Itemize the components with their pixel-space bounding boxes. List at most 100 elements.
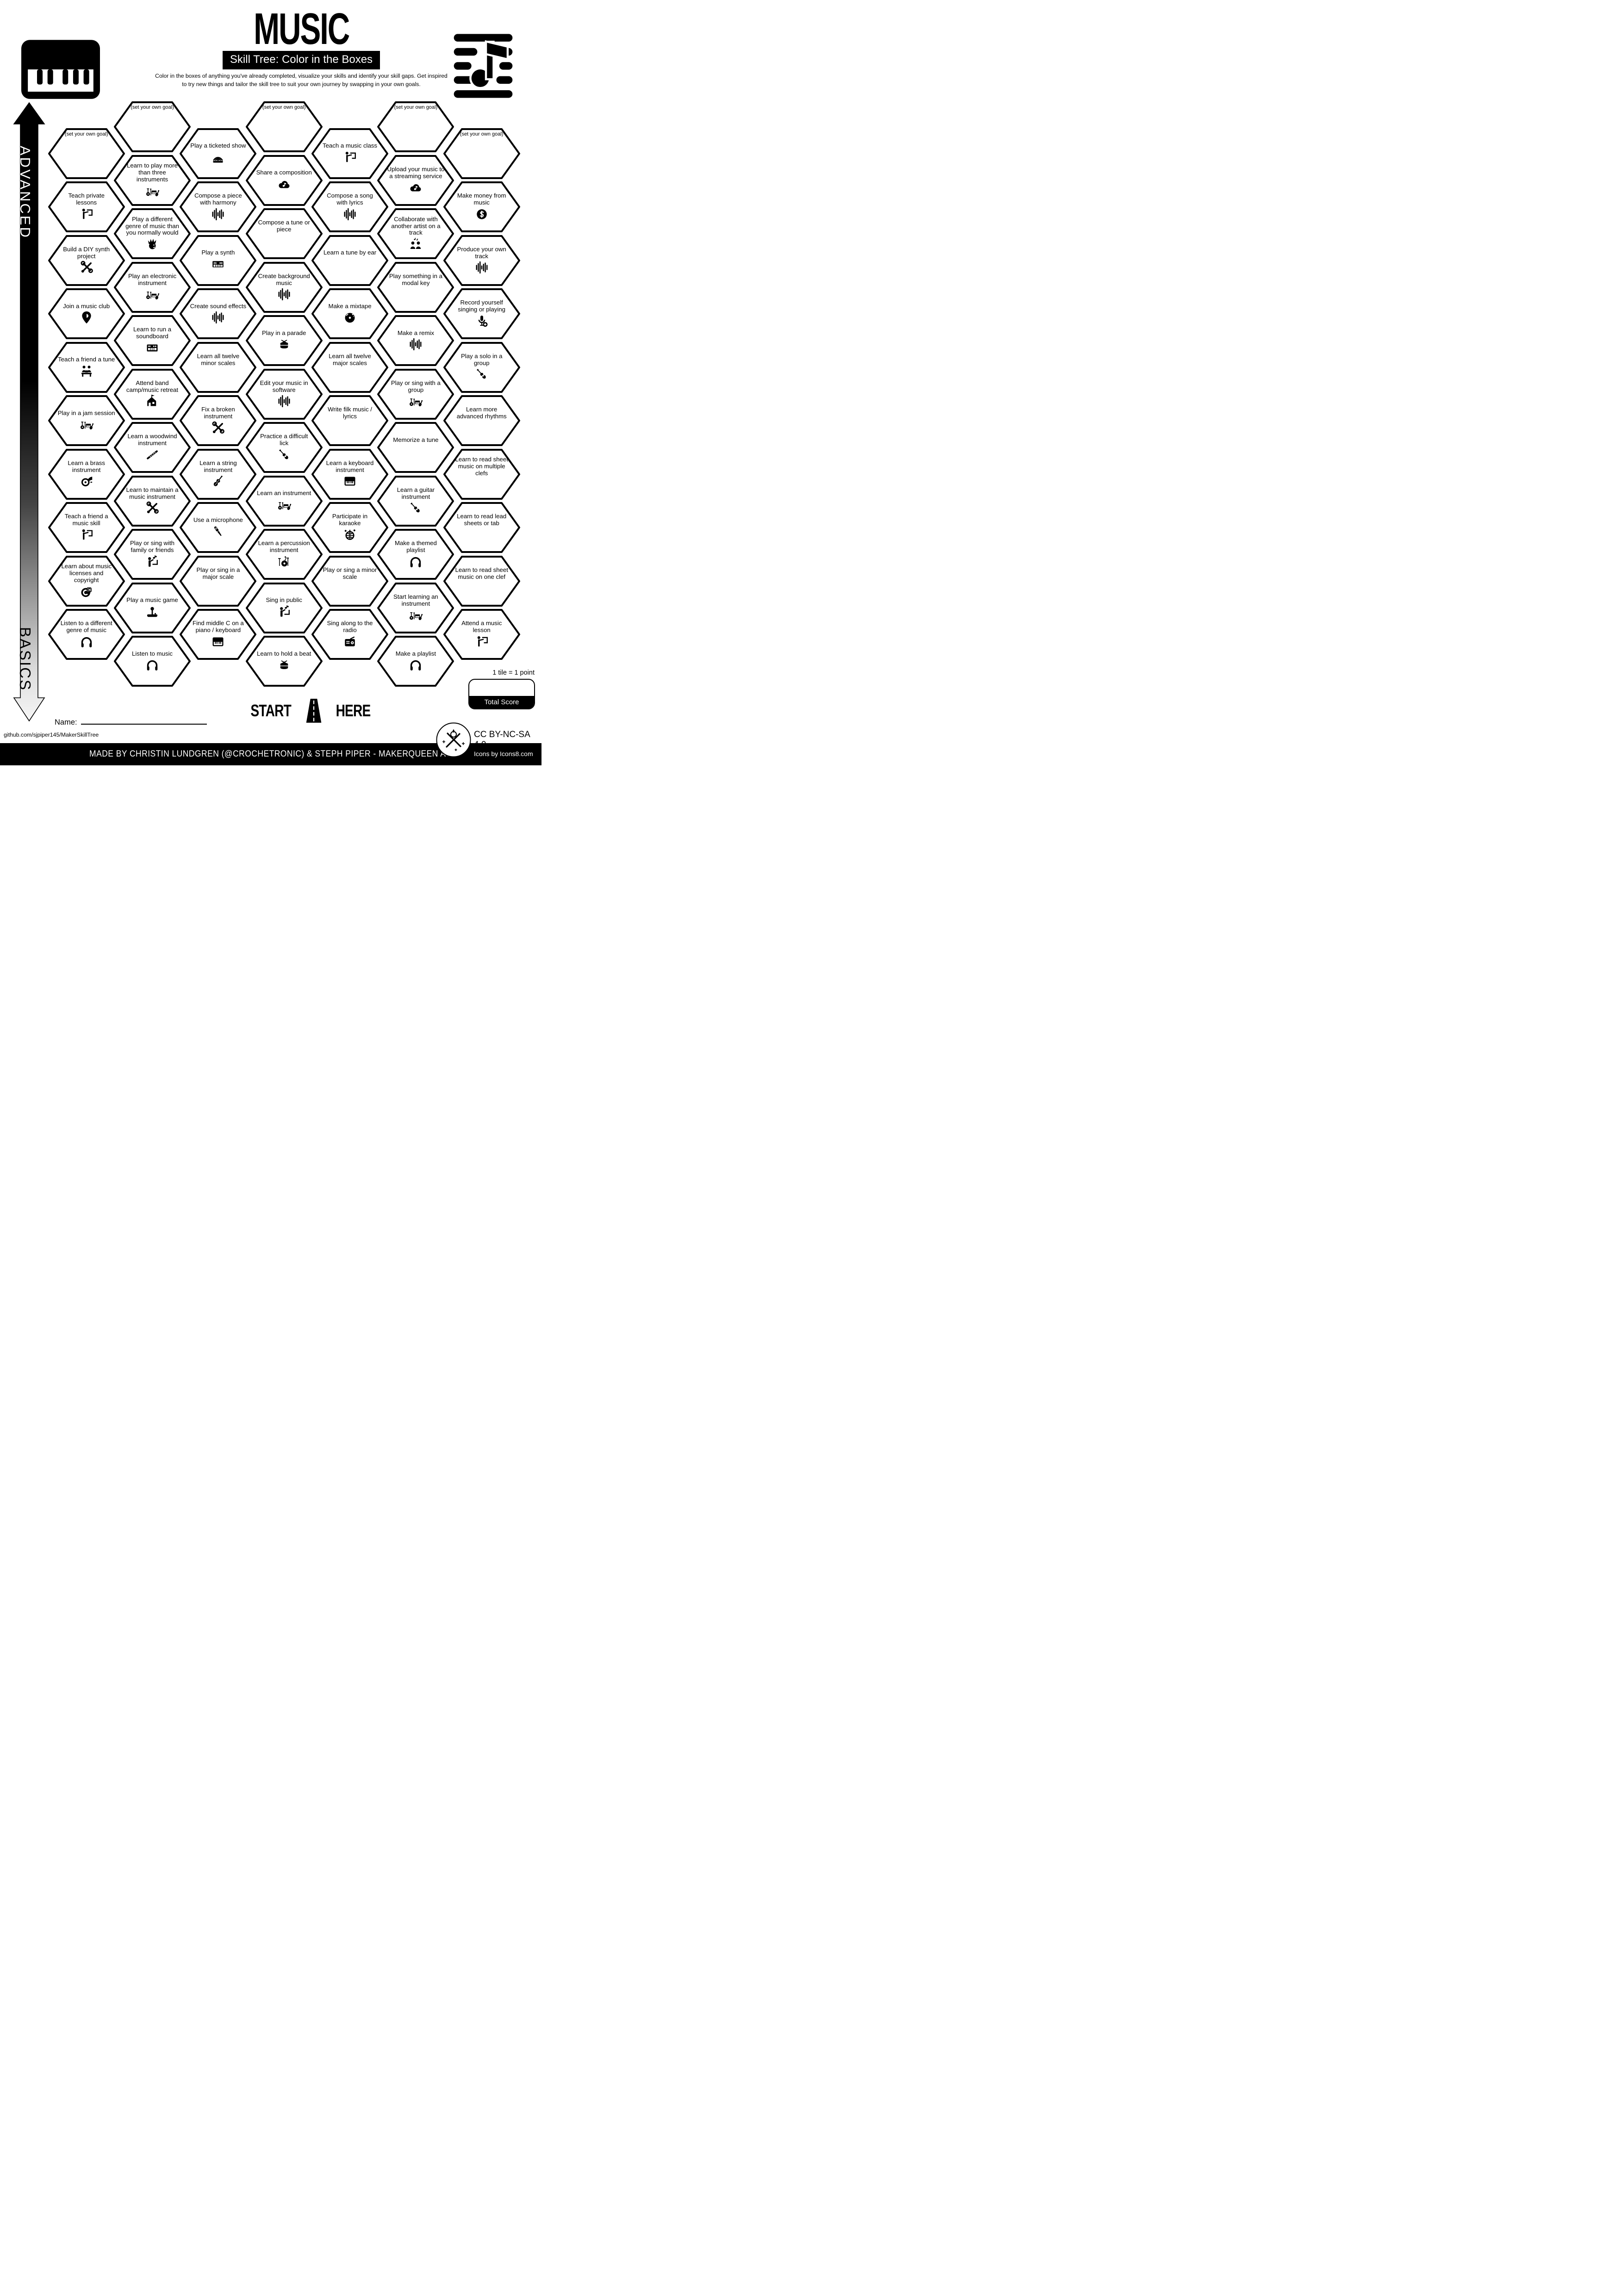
hex-set-your-own-goal[interactable]: (set your own goal) [377, 101, 454, 152]
hex-listen-to-music[interactable]: Listen to music [114, 636, 191, 687]
band-icon [408, 608, 423, 622]
hex-outline [311, 609, 388, 660]
hex-learn-an-instrument[interactable]: Learn an instrument [245, 475, 323, 527]
hex-make-a-remix[interactable]: Make a remix [377, 315, 454, 366]
hex-set-your-own-goal[interactable]: (set your own goal) [245, 101, 323, 152]
hex-edit-your-music-in-software[interactable]: Edit your music in software [245, 368, 323, 420]
sheet-icon [474, 528, 490, 542]
hex-play-or-sing-in-a-major-scale[interactable]: Play or sing in a major scale [180, 555, 257, 607]
hex-play-in-a-jam-session[interactable]: Play in a jam session [48, 395, 125, 446]
hex-compose-a-song-with-lyrics[interactable]: Compose a song with lyrics [311, 181, 388, 232]
hex-learn-all-twelve-minor-scales[interactable]: Learn all twelve minor scales [180, 341, 257, 393]
hex-make-money-from-music[interactable]: Make money from music [443, 181, 520, 232]
band-icon [408, 394, 423, 408]
hex-teach-a-friend-a-music-skill[interactable]: Teach a friend a music skill [48, 502, 125, 553]
total-score-box[interactable]: Total Score [468, 679, 535, 709]
hex-play-or-sing-with-a-group[interactable]: Play or sing with a group [377, 368, 454, 420]
hex-outline [114, 155, 191, 206]
hex-learn-a-percussion-instrument[interactable]: Learn a percussion instrument [245, 529, 323, 580]
hex-learn-all-twelve-major-scales[interactable]: Learn all twelve major scales [311, 341, 388, 393]
hex-set-your-own-goal[interactable]: (set your own goal) [443, 128, 520, 179]
hex-learn-more-advanced-rhythms[interactable]: Learn more advanced rhythms [443, 395, 520, 446]
name-row: Name: [55, 717, 207, 727]
hex-collaborate-with-another-artist-on-a-track[interactable]: Collaborate with another artist on a tra… [377, 208, 454, 259]
hex-attend-a-music-lesson[interactable]: Attend a music lesson [443, 609, 520, 660]
hex-learn-a-keyboard-instrument[interactable]: Learn a keyboard instrument [311, 448, 388, 500]
hex-outline [114, 422, 191, 473]
hex-learn-to-read-lead-sheets-or-tab[interactable]: Learn to read lead sheets or tab [443, 502, 520, 553]
basics-label: BASICS [17, 627, 34, 692]
hex-label: Make a remix [397, 329, 434, 336]
hex-learn-a-guitar-instrument[interactable]: Learn a guitar instrument [377, 475, 454, 527]
hex-teach-a-friend-a-tune[interactable]: Teach a friend a tune [48, 341, 125, 393]
hex-learn-a-string-instrument[interactable]: Learn a string instrument [180, 448, 257, 500]
hex-write-filk-music-lyrics[interactable]: Write filk music / lyrics [311, 395, 388, 446]
hex-play-or-sing-with-family-or-friends[interactable]: Play or sing with family or friends [114, 529, 191, 580]
hex-sing-in-public[interactable]: Sing in public [245, 582, 323, 633]
hex-play-or-sing-a-minor-scale[interactable]: Play or sing a minor scale [311, 555, 388, 607]
hex-learn-a-woodwind-instrument[interactable]: Learn a woodwind instrument [114, 422, 191, 473]
hex-share-a-composition[interactable]: Share a composition [245, 155, 323, 206]
name-input-line[interactable] [81, 717, 207, 725]
hex-outline [48, 502, 125, 553]
hex-outline [114, 315, 191, 366]
hex-learn-to-hold-a-beat[interactable]: Learn to hold a beat [245, 636, 323, 687]
hex-play-a-different-genre-of-music-than-you-normally-would[interactable]: Play a different genre of music than you… [114, 208, 191, 259]
hex-memorize-a-tune[interactable]: Memorize a tune [377, 422, 454, 473]
hex-play-something-in-a-modal-key[interactable]: Play something in a modal key [377, 261, 454, 313]
score-fill-area[interactable] [469, 680, 534, 696]
hex-create-sound-effects[interactable]: Create sound effects [180, 288, 257, 339]
hex-upload-your-music-to-a-streaming-service[interactable]: Upload your music to a streaming service [377, 155, 454, 206]
hex-learn-to-play-more-than-three-instruments[interactable]: Learn to play more than three instrument… [114, 155, 191, 206]
hex-outline [114, 101, 191, 152]
hex-attend-band-camp-music-retreat[interactable]: Attend band camp/music retreat [114, 368, 191, 420]
hex-find-middle-c-on-a-piano-keyboard[interactable]: Find middle C on a piano / keyboard [180, 609, 257, 660]
hex-play-a-music-game[interactable]: Play a music game [114, 582, 191, 633]
hex-participate-in-karaoke[interactable]: Participate in karaoke [311, 502, 388, 553]
hex-learn-a-brass-instrument[interactable]: Learn a brass instrument [48, 448, 125, 500]
hex-record-yourself-singing-or-playing[interactable]: Record yourself singing or playing [443, 288, 520, 339]
hex-teach-private-lessons[interactable]: Teach private lessons [48, 181, 125, 232]
hex-learn-to-read-sheet-music-on-multiple-clefs[interactable]: Learn to read sheet music on multiple cl… [443, 448, 520, 500]
hex-create-background-music[interactable]: Create background music [245, 261, 323, 313]
dollar-icon [474, 207, 490, 221]
hex-learn-to-run-a-soundboard[interactable]: Learn to run a soundboard [114, 315, 191, 366]
drum-icon [276, 337, 292, 351]
hex-use-a-microphone[interactable]: Use a microphone [180, 502, 257, 553]
hex-make-a-themed-playlist[interactable]: Make a themed playlist [377, 529, 454, 580]
hex-sing-along-to-the-radio[interactable]: Sing along to the radio [311, 609, 388, 660]
hex-practice-a-difficult-lick[interactable]: Practice a difficult lick [245, 422, 323, 473]
hex-set-your-own-goal[interactable]: (set your own goal) [48, 128, 125, 179]
hex-play-in-a-parade[interactable]: Play in a parade [245, 315, 323, 366]
hex-learn-to-read-sheet-music-on-one-clef[interactable]: Learn to read sheet music on one clef [443, 555, 520, 607]
hex-label: Learn a brass instrument [68, 459, 105, 473]
hex-compose-a-piece-with-harmony[interactable]: Compose a piece with harmony [180, 181, 257, 232]
hex-play-an-electronic-instrument[interactable]: Play an electronic instrument [114, 261, 191, 313]
copyright-icon [79, 585, 94, 599]
hex-play-a-synth[interactable]: Play a synth [180, 235, 257, 286]
hex-listen-to-a-different-genre-of-music[interactable]: Listen to a different genre of music [48, 609, 125, 660]
hex-outline [377, 368, 454, 420]
hex-teach-a-music-class[interactable]: Teach a music class [311, 128, 388, 179]
page-description: Color in the boxes of anything you've al… [155, 73, 448, 88]
hex-label: Learn a tune by ear [323, 249, 377, 256]
hex-learn-to-maintain-a-music-instrument[interactable]: Learn to maintain a music instrument [114, 475, 191, 527]
hex-start-learning-an-instrument[interactable]: Start learning an instrument [377, 582, 454, 633]
hex-join-a-music-club[interactable]: Join a music club [48, 288, 125, 339]
hex-set-your-own-goal[interactable]: (set your own goal) [114, 101, 191, 152]
hex-make-a-mixtape[interactable]: Make a mixtape [311, 288, 388, 339]
name-label: Name: [55, 718, 77, 726]
hex-produce-your-own-track[interactable]: Produce your own track [443, 235, 520, 286]
hex-make-a-playlist[interactable]: Make a playlist [377, 636, 454, 687]
sheet-icon [408, 287, 423, 301]
hex-learn-a-tune-by-ear[interactable]: Learn a tune by ear [311, 235, 388, 286]
hex-label: Share a composition [256, 169, 312, 176]
hex-label: Learn to read sheet music on one clef [455, 566, 508, 580]
hex-play-a-solo-in-a-group[interactable]: Play a solo in a group [443, 341, 520, 393]
hex-compose-a-tune-or-piece[interactable]: Compose a tune or piece [245, 208, 323, 259]
hex-play-a-ticketed-show[interactable]: Play a ticketed show [180, 128, 257, 179]
hex-learn-about-music-licenses-and-copyright[interactable]: Learn about music licenses and copyright [48, 555, 125, 607]
hex-build-a-diy-synth-project[interactable]: Build a DIY synth project [48, 235, 125, 286]
hex-label: Make a themed playlist [394, 540, 437, 553]
hex-fix-a-broken-instrument[interactable]: Fix a broken instrument [180, 395, 257, 446]
